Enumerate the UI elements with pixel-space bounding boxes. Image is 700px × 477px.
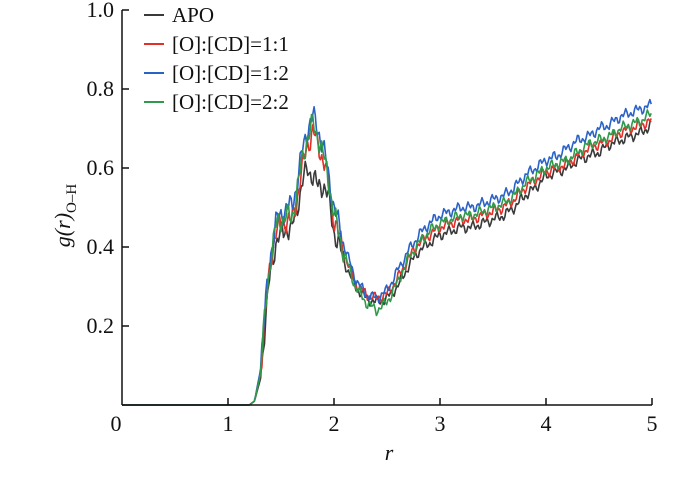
y-tick-label: 0.4	[87, 234, 115, 259]
y-axis-label-subscript: O–H	[64, 184, 80, 213]
legend-label: [O]:[CD]=1:1	[172, 32, 289, 56]
series-line	[122, 98, 652, 406]
legend: APO [O]:[CD]=1:1 [O]:[CD]=1:2 [O]:[CD]=2:2	[144, 3, 289, 114]
y-tick-label: 0.8	[87, 76, 115, 101]
x-axis-label: r	[385, 440, 394, 465]
y-axis-label: g(r)O–H	[50, 184, 80, 248]
y-tick-label: 0.6	[87, 155, 115, 180]
y-tick-label: 1.0	[87, 0, 115, 22]
x-tick-label: 2	[329, 411, 340, 436]
series-line	[122, 118, 652, 406]
ticks: 0 1 2 3 4 5 0.2 0.4 0.6 0.8 1.0	[87, 0, 658, 436]
x-tick-label: 4	[541, 411, 552, 436]
y-tick-label: 0.2	[87, 313, 115, 338]
y-axis-label-main: g(r)	[50, 213, 75, 247]
x-tick-label: 1	[223, 411, 234, 436]
legend-label: [O]:[CD]=1:2	[172, 61, 289, 85]
x-tick-label: 5	[647, 411, 658, 436]
legend-label: APO	[172, 3, 214, 27]
x-tick-label: 3	[435, 411, 446, 436]
series-layer	[122, 98, 652, 406]
legend-label: [O]:[CD]=2:2	[172, 90, 289, 114]
axes	[121, 10, 652, 406]
x-tick-label: 0	[111, 411, 122, 436]
series-line	[122, 109, 652, 406]
